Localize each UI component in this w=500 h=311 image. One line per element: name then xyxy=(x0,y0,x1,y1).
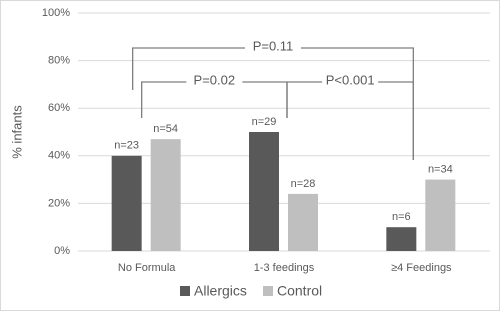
bar xyxy=(150,139,181,251)
bar xyxy=(249,132,279,251)
y-tick-label: 60% xyxy=(48,102,70,114)
n-label: n=54 xyxy=(153,123,178,135)
x-tick-label: ≥4 Feedings xyxy=(391,262,452,274)
y-tick-label: 80% xyxy=(48,55,70,67)
bracket-label-bg xyxy=(245,39,301,55)
legend-swatch xyxy=(263,286,273,296)
bar xyxy=(386,227,417,251)
n-label: n=28 xyxy=(291,178,316,190)
y-tick-label: 20% xyxy=(48,197,70,209)
p-value: P<0.001 xyxy=(326,72,375,87)
y-tick-label: 0% xyxy=(54,245,70,257)
n-label: n=6 xyxy=(392,211,411,223)
legend-swatch xyxy=(180,286,190,296)
bar xyxy=(425,179,456,251)
y-tick-label: 100% xyxy=(42,7,70,19)
bar xyxy=(111,155,142,251)
y-tick-label: 40% xyxy=(48,150,70,162)
legend-label: Allergics xyxy=(194,283,247,299)
n-label: n=23 xyxy=(114,140,139,152)
p-value: P=0.02 xyxy=(194,72,236,87)
x-tick-label: 1-3 feedings xyxy=(254,262,315,274)
bracket-label-bg xyxy=(186,73,243,89)
x-tick-label: No Formula xyxy=(118,262,176,274)
legend-label: Control xyxy=(277,283,322,299)
bracket-label-bg xyxy=(322,73,379,89)
n-label: n=29 xyxy=(252,116,277,128)
p-value: P=0.11 xyxy=(253,38,294,53)
n-label: n=34 xyxy=(428,164,453,176)
y-axis-title: % infants xyxy=(9,105,24,159)
bar xyxy=(288,193,318,251)
